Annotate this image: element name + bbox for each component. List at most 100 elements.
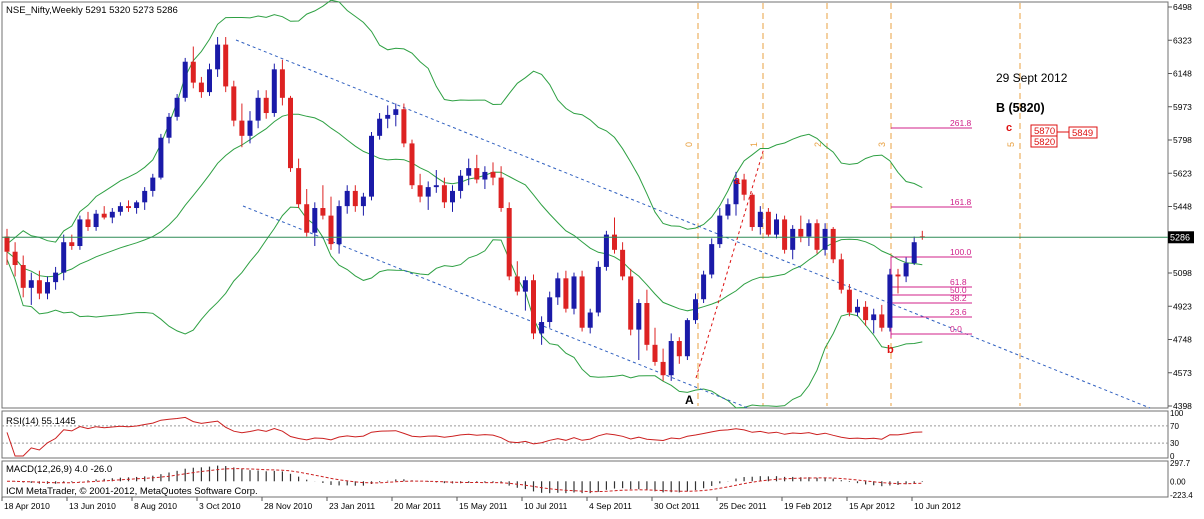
candle-body <box>4 236 10 252</box>
candle-body <box>757 211 763 228</box>
candle-body <box>911 242 917 264</box>
candle-body <box>506 208 512 277</box>
target-label-3: 5849 <box>1072 128 1093 139</box>
macd-panel-header: MACD(12,26,9) 4.0 -26.0 <box>6 464 112 475</box>
candle-body <box>215 44 221 70</box>
candle-body <box>20 265 26 288</box>
rsi-indicator: 100 70 30 0 <box>2 409 1184 461</box>
fib-level-label: 0.0 <box>950 324 962 334</box>
x-tick-label: 23 Jan 2011 <box>329 501 375 511</box>
candle-body <box>417 185 423 197</box>
candle-body <box>279 69 285 98</box>
candle-body <box>45 282 50 294</box>
macd-signal-line <box>7 468 923 493</box>
time-cycle-label: 2 <box>813 142 823 147</box>
annotation-wave-b-small: b <box>887 344 894 356</box>
price-axis: 6498632361485973579856235448527350984923… <box>1168 2 1192 411</box>
candle-body <box>612 234 617 250</box>
candle-body <box>101 213 107 218</box>
candle-body <box>871 314 877 321</box>
candle-body <box>782 219 788 250</box>
annotation-wave-a-small: a <box>734 175 741 187</box>
rsi-tick-label: 30 <box>1170 439 1179 448</box>
candle-body <box>717 215 723 245</box>
candle-body <box>644 303 650 345</box>
candle-body <box>903 263 909 277</box>
x-tick-label: 28 Nov 2010 <box>264 501 312 511</box>
candle-body <box>774 219 779 235</box>
candle-body <box>271 69 277 114</box>
candle-body <box>822 228 828 250</box>
candle-body <box>360 196 366 207</box>
candle-body <box>450 190 455 203</box>
target-label-2: 5820 <box>1034 137 1055 148</box>
candle-body <box>741 179 747 195</box>
candle-body <box>547 297 553 323</box>
fib-level-label: 261.8 <box>950 118 972 128</box>
candle-body <box>198 82 204 93</box>
candle-body <box>336 206 342 245</box>
candle-body <box>158 137 164 178</box>
bollinger-lower <box>6 206 923 409</box>
candle-body <box>117 206 123 212</box>
rsi-tick-label: 100 <box>1170 409 1184 418</box>
candle-body <box>814 223 820 250</box>
x-tick-label: 15 Apr 2012 <box>849 501 895 511</box>
candle-body <box>352 190 358 207</box>
time-cycles: 0 1 2 3 5 <box>684 3 1021 406</box>
y-tick-label: 6323 <box>1173 35 1192 45</box>
rsi-tick-label: 70 <box>1170 422 1179 431</box>
candle-body <box>668 341 674 376</box>
wave-projection-line <box>695 147 765 379</box>
candle-body <box>12 251 18 266</box>
macd-tick-label: 0.00 <box>1170 477 1186 486</box>
candle-body <box>474 168 480 180</box>
candle-body <box>579 276 585 328</box>
x-tick-label: 4 Sep 2011 <box>589 501 632 511</box>
y-tick-label: 5448 <box>1173 202 1192 212</box>
fibonacci-levels: 261.8 161.8 100.0 61.850.038.2 23.6 0.0 <box>890 118 972 338</box>
candle-body <box>555 278 561 298</box>
candle-body <box>458 175 464 191</box>
time-cycle-label: 3 <box>877 142 887 147</box>
candle-body <box>863 306 869 321</box>
candle-body <box>174 97 180 117</box>
candle-body <box>628 276 634 330</box>
candle-body <box>466 168 472 176</box>
fib-level-label: 161.8 <box>950 197 972 207</box>
candle-body <box>433 185 439 188</box>
x-tick-label: 10 Jul 2011 <box>524 501 568 511</box>
candle-body <box>304 204 310 233</box>
x-tick-label: 8 Aug 2010 <box>134 501 177 511</box>
time-axis: 18 Apr 2010 13 Jun 2010 8 Aug 2010 3 Oct 20… <box>1 497 961 511</box>
candle-body <box>660 361 666 376</box>
candle-body <box>85 219 91 228</box>
candle-body <box>806 223 812 237</box>
candle-body <box>28 280 34 288</box>
x-tick-label: 10 Jun 2012 <box>914 501 961 511</box>
annotation-wave-c: c <box>1006 122 1012 134</box>
candle-body <box>288 97 293 169</box>
candle-body <box>190 61 196 83</box>
fib-level-label: 100.0 <box>950 247 972 257</box>
annotation-wave-b: B (5820) <box>996 101 1045 115</box>
y-tick-label: 4748 <box>1173 335 1192 345</box>
candle-body <box>328 215 334 245</box>
time-cycle-label: 0 <box>684 142 694 147</box>
candle-body <box>701 274 707 300</box>
channel-upper-line <box>235 39 1151 409</box>
x-tick-label: 19 Feb 2012 <box>784 501 832 511</box>
candle-body <box>676 341 682 357</box>
x-tick-label: 13 Jun 2010 <box>69 501 116 511</box>
target-label-1: 5870 <box>1034 126 1055 137</box>
candle-body <box>563 278 569 309</box>
candle-body <box>344 190 350 207</box>
x-tick-label: 15 May 2011 <box>459 501 508 511</box>
candle-body <box>166 116 172 138</box>
candle-body <box>830 228 836 260</box>
y-tick-label: 4398 <box>1173 401 1192 411</box>
candle-body <box>798 228 804 237</box>
candle-body <box>846 289 852 313</box>
